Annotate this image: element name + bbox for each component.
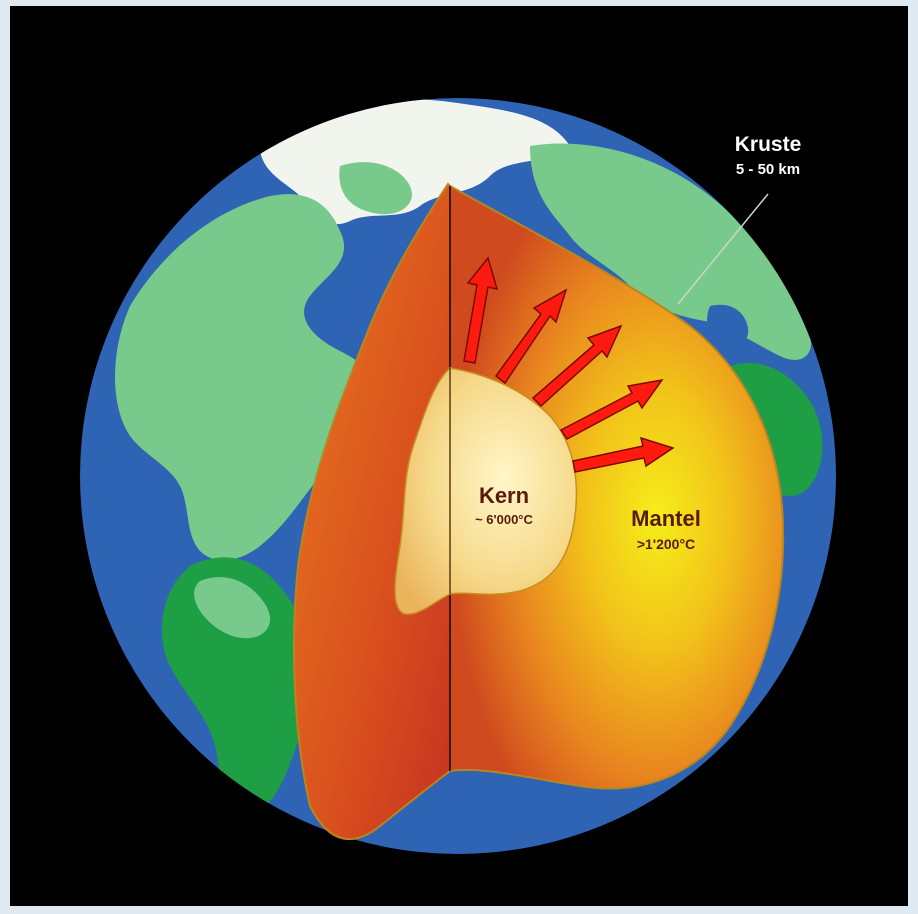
south-america [161, 557, 310, 819]
polar-ice [259, 99, 570, 225]
diagram-frame: Kruste 5 - 50 km Kern ~ 6'000°C Mantel >… [10, 6, 908, 906]
crust-pointer-line [677, 193, 769, 305]
north-america [115, 194, 383, 561]
heat-arrow [572, 436, 675, 473]
crust-thickness-label: 5 - 50 km [736, 161, 800, 178]
eurasia [530, 143, 811, 360]
arctic-islands [339, 162, 412, 215]
core-temperature-label: ~ 6'000°C [475, 512, 533, 527]
heat-arrow [494, 288, 568, 385]
crust-label: Kruste [735, 133, 802, 156]
earth-structure-diagram: Kruste 5 - 50 km Kern ~ 6'000°C Mantel >… [80, 98, 836, 854]
mantle-cutaway-left-face [293, 182, 451, 840]
heat-arrow [463, 256, 499, 364]
heat-arrow [531, 324, 623, 408]
heat-arrows [463, 256, 675, 473]
mantle-temperature-label: >1'200°C [637, 536, 695, 552]
continents [115, 99, 823, 819]
heat-arrow [559, 378, 664, 440]
core-label: Kern [479, 483, 529, 508]
south-america-light [194, 577, 271, 639]
mantle-label: Mantel [631, 506, 701, 531]
islands-east [707, 304, 749, 346]
